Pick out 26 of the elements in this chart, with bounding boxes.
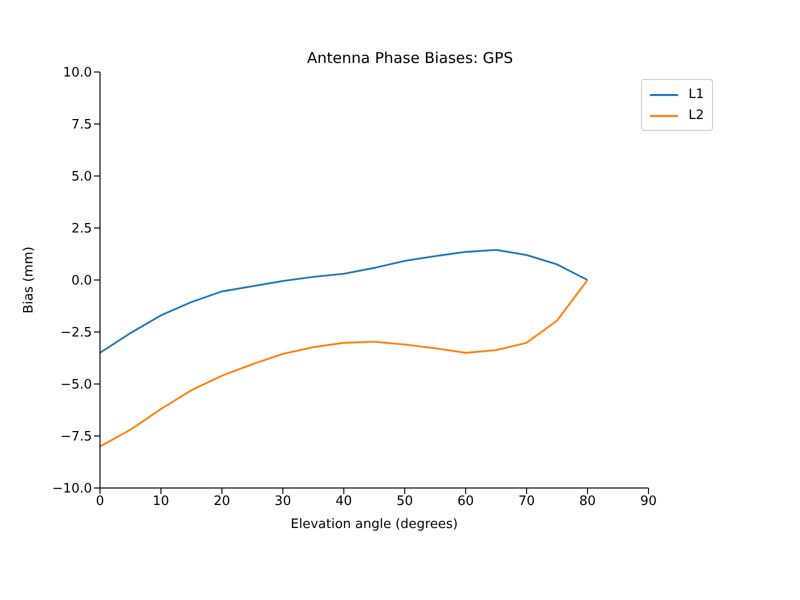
- y-tick-label: 5.0: [71, 170, 92, 185]
- x-tick-label: 90: [640, 494, 657, 510]
- y-tick-label: −10.0: [52, 482, 92, 497]
- x-tick-label: 20: [214, 494, 230, 510]
- chart-title: Antenna Phase Biases: GPS: [306, 49, 514, 67]
- x-tick-label: 0: [96, 494, 104, 510]
- x-tick-label: 80: [579, 494, 596, 510]
- x-tick-label: 60: [457, 494, 474, 510]
- y-tick-label: 0.0: [71, 274, 92, 289]
- line-series: [100, 279, 588, 448]
- x-tick-label: 40: [335, 494, 352, 510]
- legend-label: L2: [688, 108, 704, 123]
- y-axis-title: Bias (mm): [22, 246, 37, 314]
- x-tick-label: 30: [274, 494, 292, 510]
- y-tick-label: −5.0: [60, 378, 92, 393]
- y-tick-label: −2.5: [60, 326, 92, 341]
- y-tick-label: −7.5: [60, 430, 92, 445]
- x-tick-label: 50: [396, 494, 413, 510]
- y-tick-label: 7.5: [71, 118, 92, 133]
- x-tick-label: 10: [152, 494, 170, 510]
- legend-label: L1: [688, 87, 704, 102]
- y-tick-label: 2.5: [71, 222, 92, 237]
- x-tick-label: 70: [518, 494, 535, 510]
- line-series: [100, 248, 588, 354]
- x-axis-title: Elevation angle (degrees): [290, 517, 458, 532]
- y-tick-label: 10.0: [63, 66, 92, 81]
